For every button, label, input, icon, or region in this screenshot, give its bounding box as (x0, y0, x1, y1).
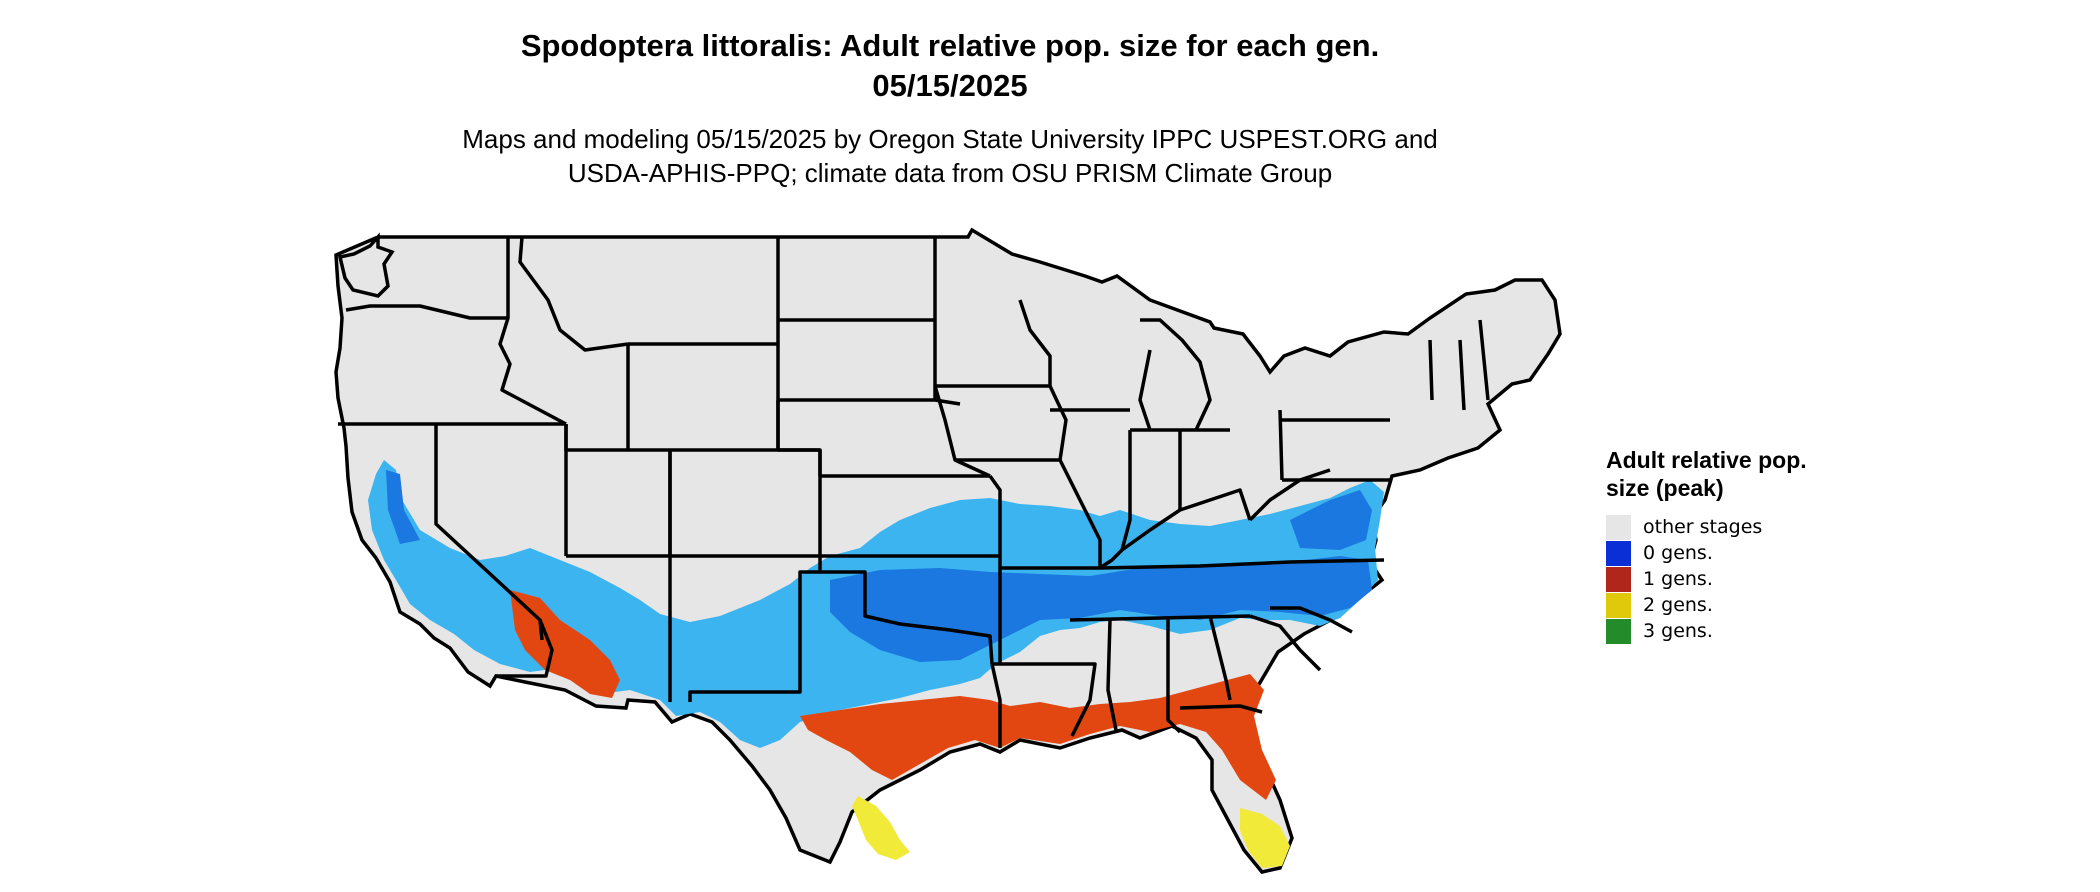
legend-item: 3 gens. (1606, 618, 1846, 644)
subtitle-line-2: USDA-APHIS-PPQ; climate data from OSU PR… (567, 158, 1333, 188)
title-line-2: 05/15/2025 (872, 68, 1028, 103)
legend-item: 2 gens. (1606, 592, 1846, 618)
zone-gen2-florida (1240, 808, 1290, 868)
legend-label: 0 gens. (1643, 542, 1713, 564)
state-borders (338, 236, 1490, 748)
legend-label: 3 gens. (1643, 620, 1713, 642)
generation-zones (368, 460, 1384, 868)
zone-gen2-texas (852, 796, 910, 860)
subtitle-line-1: Maps and modeling 05/15/2025 by Oregon S… (462, 124, 1438, 154)
legend-swatch (1606, 566, 1631, 592)
legend-title: Adult relative pop. size (peak) (1606, 447, 1807, 501)
legend-item: 1 gens. (1606, 566, 1846, 592)
legend-items: other stages 0 gens. 1 gens. 2 gens. 3 gens. (1606, 514, 1846, 644)
map-title: Spodoptera littoralis: Adult relative po… (0, 26, 1900, 106)
map-subtitle: Maps and modeling 05/15/2025 by Oregon S… (0, 122, 1900, 190)
legend-swatch (1606, 514, 1631, 540)
legend-swatch (1606, 592, 1631, 618)
legend-swatch (1606, 618, 1631, 644)
zone-gen0-dark (386, 470, 1372, 662)
legend-item: 0 gens. (1606, 540, 1846, 566)
legend: Adult relative pop. size (peak) other st… (1606, 446, 1846, 644)
legend-item: other stages (1606, 514, 1846, 540)
legend-label: 2 gens. (1643, 594, 1713, 616)
legend-swatch (1606, 540, 1631, 566)
legend-label: other stages (1643, 516, 1763, 538)
title-line-1: Spodoptera littoralis: Adult relative po… (520, 28, 1380, 63)
zone-gen1-gulf (800, 674, 1276, 800)
legend-label: 1 gens. (1643, 568, 1713, 590)
